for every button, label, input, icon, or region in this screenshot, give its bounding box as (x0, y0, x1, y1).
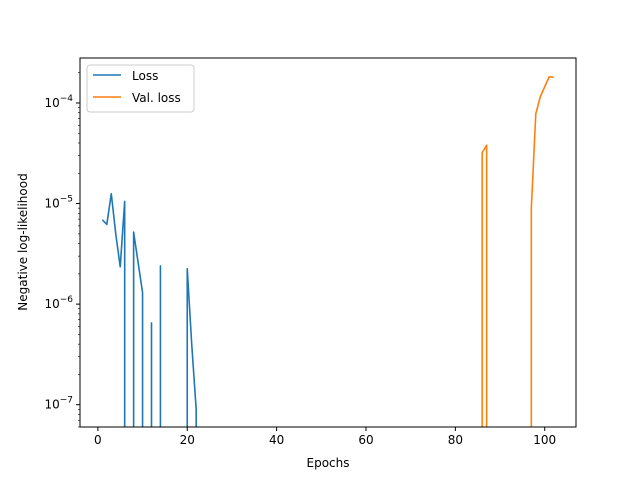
y-tick-label-base: 10 (44, 297, 59, 311)
x-axis-label: Epochs (307, 456, 350, 470)
y-tick-label-base: 10 (44, 96, 59, 110)
y-axis: 10−710−610−510−4 (44, 72, 80, 428)
x-tick-label: 100 (533, 433, 556, 447)
y-tick-label-base: 10 (44, 197, 59, 211)
series-line-loss (101, 193, 197, 427)
y-tick-label: 10−6 (44, 295, 73, 311)
legend-label-val-loss: Val. loss (132, 91, 181, 105)
series-layer (101, 76, 554, 427)
y-tick-label-exponent: −6 (60, 295, 74, 305)
y-tick-label-base: 10 (44, 398, 59, 412)
y-tick-label-exponent: −5 (60, 195, 73, 205)
y-tick-label: 10−5 (44, 195, 73, 211)
x-tick-label: 20 (180, 433, 195, 447)
x-tick-label: 0 (94, 433, 102, 447)
series-line-val-loss (481, 76, 554, 427)
y-tick-label: 10−4 (44, 94, 73, 110)
legend-box (86, 64, 195, 113)
y-tick-label: 10−7 (44, 396, 73, 412)
y-axis-label: Negative log-likelihood (16, 173, 30, 310)
x-axis: 0 20 40 60 80 100 (94, 427, 556, 447)
x-tick-label: 80 (448, 433, 463, 447)
legend-label-loss: Loss (132, 69, 158, 83)
y-tick-label-exponent: −4 (60, 94, 74, 104)
legend: Loss Val. loss (86, 64, 195, 113)
plot-frame (79, 57, 577, 428)
y-tick-label-exponent: −7 (60, 396, 73, 406)
x-tick-label: 40 (269, 433, 284, 447)
x-tick-label: 60 (358, 433, 373, 447)
